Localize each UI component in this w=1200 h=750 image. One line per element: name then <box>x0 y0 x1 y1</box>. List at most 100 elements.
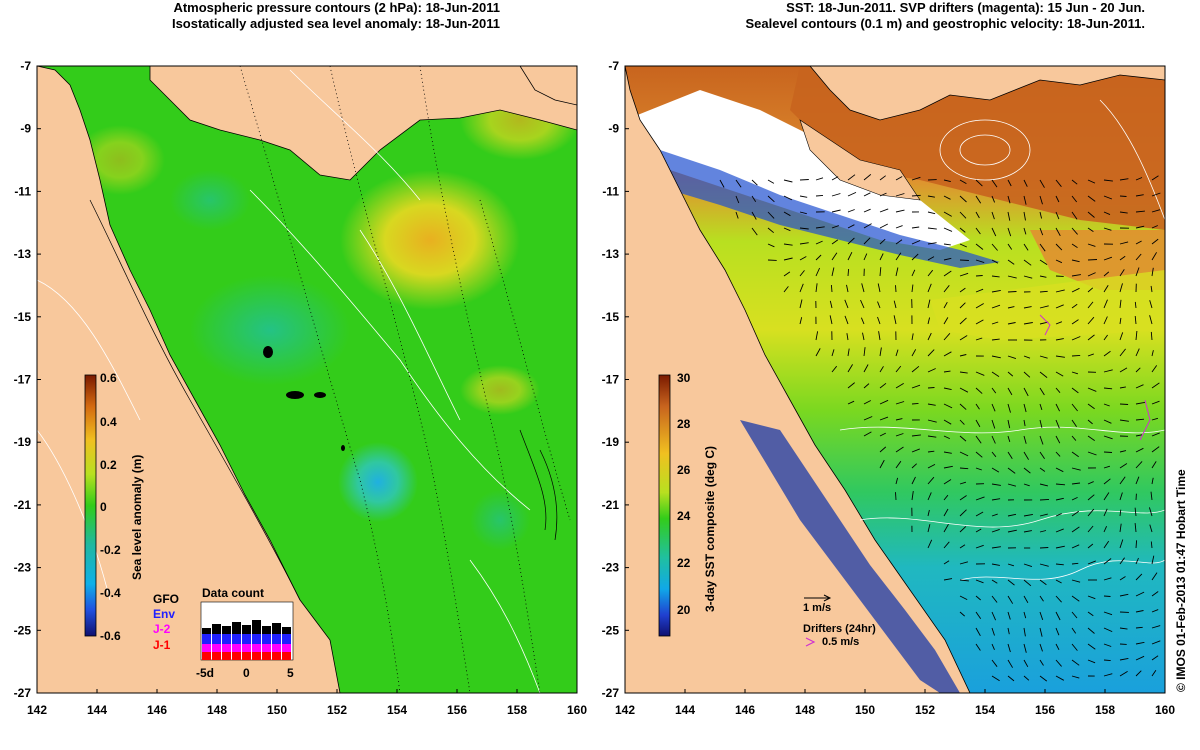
x-tick-label: 154 <box>975 703 995 717</box>
velocity-arrow <box>1135 384 1144 389</box>
velocity-arrow <box>1039 611 1044 621</box>
y-tick-label: -13 <box>602 247 620 261</box>
velocity-arrow <box>943 333 951 341</box>
velocity-arrow <box>1023 243 1029 251</box>
velocity-arrow <box>1087 179 1096 184</box>
velocity-arrow <box>943 195 951 200</box>
velocity-arrow <box>959 354 967 357</box>
velocity-arrow <box>1055 321 1063 325</box>
velocity-arrow <box>767 227 774 234</box>
velocity-arrow <box>1151 655 1159 661</box>
x-tick-label: 158 <box>1095 703 1115 717</box>
velocity-arrow <box>847 364 853 373</box>
left-x-axis: 142 144 146 148 150 152 154 156 158 160 <box>27 689 587 717</box>
velocity-arrow <box>879 223 889 229</box>
velocity-arrow <box>1007 529 1017 533</box>
velocity-arrow <box>1119 211 1128 214</box>
velocity-arrow <box>815 194 824 197</box>
velocity-arrow <box>879 208 889 213</box>
velocity-arrow <box>1071 544 1080 549</box>
velocity-arrow <box>1087 451 1097 456</box>
velocity-arrow <box>991 528 1000 533</box>
velocity-arrow <box>1039 643 1043 652</box>
velocity-arrow <box>1071 467 1081 471</box>
velocity-arrow <box>911 194 921 197</box>
velocity-arrow <box>1023 371 1031 378</box>
velocity-arrow <box>1103 643 1112 647</box>
velocity-arrow <box>1039 259 1048 265</box>
velocity-arrow <box>975 467 982 471</box>
velocity-arrow <box>1071 643 1078 651</box>
velocity-arrow <box>1023 403 1027 413</box>
velocity-arrow <box>991 579 998 584</box>
x-tick-label: 156 <box>1035 703 1055 717</box>
velocity-arrow <box>1151 400 1160 405</box>
velocity-arrow <box>847 174 856 181</box>
velocity-arrow <box>975 371 985 376</box>
velocity-arrow <box>1150 491 1153 501</box>
velocity-arrow <box>1119 195 1127 197</box>
velocity-arrow <box>1119 671 1128 677</box>
velocity-arrow <box>911 349 917 357</box>
velocity-arrow <box>1055 451 1061 457</box>
velocity-arrow <box>1103 387 1113 390</box>
sla-low-anomaly <box>190 275 350 385</box>
velocity-arrow <box>1119 348 1126 357</box>
velocity-arrow <box>895 418 903 421</box>
sla-tick: 0.2 <box>100 458 117 472</box>
velocity-arrow <box>815 348 821 357</box>
data-count-bar <box>232 634 241 644</box>
x-tick-label: 152 <box>327 703 347 717</box>
data-count-bar <box>222 626 231 634</box>
velocity-arrow <box>1039 579 1047 586</box>
y-tick-label: -7 <box>20 59 31 73</box>
velocity-arrow <box>1071 387 1079 394</box>
velocity-arrow <box>1055 243 1063 251</box>
velocity-arrow <box>975 496 985 501</box>
velocity-arrow <box>943 479 952 485</box>
velocity-arrow <box>1103 478 1111 485</box>
velocity-arrow <box>991 211 995 220</box>
velocity-arrow <box>844 299 849 309</box>
velocity-arrow <box>1135 641 1145 645</box>
sla-low-anomaly-south <box>338 442 418 522</box>
velocity-arrow <box>959 595 968 601</box>
velocity-arrow <box>959 272 969 277</box>
velocity-arrow <box>1023 643 1027 653</box>
velocity-arrow <box>1135 401 1145 405</box>
velocity-arrow <box>1087 543 1094 549</box>
velocity-arrow <box>846 333 849 341</box>
x-tick-label: 148 <box>207 703 227 717</box>
velocity-arrow <box>895 239 903 245</box>
velocity-arrow <box>815 254 822 261</box>
velocity-arrow <box>1071 227 1078 235</box>
velocity-arrow <box>829 300 833 309</box>
velocity-arrow <box>943 317 949 325</box>
velocity-arrow <box>943 211 952 217</box>
velocity-arrow <box>1135 194 1144 197</box>
velocity-arrow <box>959 451 969 457</box>
velocity-arrow <box>1071 243 1078 248</box>
right-map-title: SST: 18-Jun-2011. SVP drifters (magenta)… <box>610 0 1145 32</box>
velocity-arrow <box>863 400 872 405</box>
velocity-arrow <box>1055 259 1063 264</box>
velocity-arrow <box>1007 435 1011 443</box>
velocity-arrow <box>991 338 1000 341</box>
velocity-arrow <box>1055 483 1066 486</box>
velocity-arrow <box>1007 306 1015 309</box>
velocity-arrow <box>895 492 897 501</box>
velocity-arrow <box>911 384 921 389</box>
velocity-arrow <box>943 227 953 232</box>
velocity-arrow <box>879 416 889 421</box>
velocity-arrow <box>991 387 997 394</box>
velocity-arrow <box>1007 259 1015 265</box>
velocity-arrow <box>767 211 775 219</box>
velocity-arrow <box>1151 192 1161 197</box>
velocity-arrow <box>895 349 899 357</box>
velocity-arrow <box>1023 483 1030 487</box>
sst-tick: 30 <box>677 371 691 385</box>
velocity-arrow <box>799 179 809 181</box>
velocity-arrow <box>1055 497 1064 501</box>
velocity-arrow <box>1055 403 1061 412</box>
velocity-arrow <box>895 477 899 485</box>
